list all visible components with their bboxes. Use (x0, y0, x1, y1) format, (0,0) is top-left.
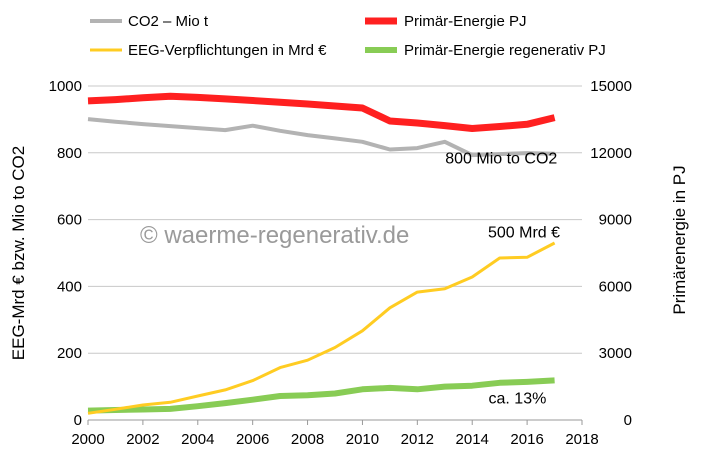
y-axis-left-title: EEG-Mrd € bzw. Mio to CO2 (9, 146, 28, 360)
annotation: 500 Mrd € (488, 225, 560, 242)
series-line-1 (87, 92, 556, 132)
x-tick-label: 2006 (236, 431, 269, 448)
series-line-2 (87, 241, 556, 415)
x-tick-label: 2010 (346, 431, 379, 448)
y-right-tick-label: 6000 (599, 278, 632, 295)
y-axis-right-title: Primärenergie in PJ (670, 165, 689, 314)
series-layer (87, 92, 556, 415)
series-line-0 (87, 117, 555, 158)
x-tick-label: 2000 (71, 431, 104, 448)
legend-label-regenerativ: Primär-Energie regenerativ PJ (404, 42, 606, 59)
x-tick-label: 2008 (291, 431, 324, 448)
watermark: © waerme-regenerativ.de (140, 222, 409, 249)
y-left-tick-label: 1000 (49, 78, 82, 95)
x-tick-label: 2016 (510, 431, 543, 448)
y-left-tick-label: 800 (57, 145, 82, 162)
x-tick-label: 2004 (181, 431, 214, 448)
y-right-tick-label: 9000 (599, 212, 632, 229)
x-tick-label: 2018 (565, 431, 598, 448)
ticks-layer: 0 200 400 600 800 1000 0 3000 6000 9000 12000 15000… (49, 78, 632, 448)
y-left-tick-label: 400 (57, 278, 82, 295)
y-left-tick-label: 600 (57, 212, 82, 229)
series-line-3 (87, 377, 555, 414)
annotation: ca. 13% (489, 390, 547, 407)
y-right-tick-label: 3000 (599, 345, 632, 362)
legend-label-primaerenergie: Primär-Energie PJ (404, 13, 527, 30)
y-left-tick-label: 0 (74, 412, 82, 429)
y-right-tick-label: 15000 (590, 78, 632, 95)
legend-label-co2: CO2 – Mio t (128, 13, 209, 30)
y-right-tick-label: 0 (624, 412, 632, 429)
legend-label-eeg: EEG-Verpflichtungen in Mrd € (128, 42, 327, 59)
annotation: 800 Mio to CO2 (445, 150, 557, 167)
x-tick-label: 2012 (401, 431, 434, 448)
x-tick-label: 2014 (456, 431, 489, 448)
legend: CO2 – Mio t Primär-Energie PJ EEG-Verpfl… (90, 13, 606, 59)
y-left-tick-label: 200 (57, 345, 82, 362)
annotations: 800 Mio to CO2 500 Mrd € ca. 13% (445, 150, 560, 407)
y-right-tick-label: 12000 (590, 145, 632, 162)
x-tick-label: 2002 (126, 431, 159, 448)
